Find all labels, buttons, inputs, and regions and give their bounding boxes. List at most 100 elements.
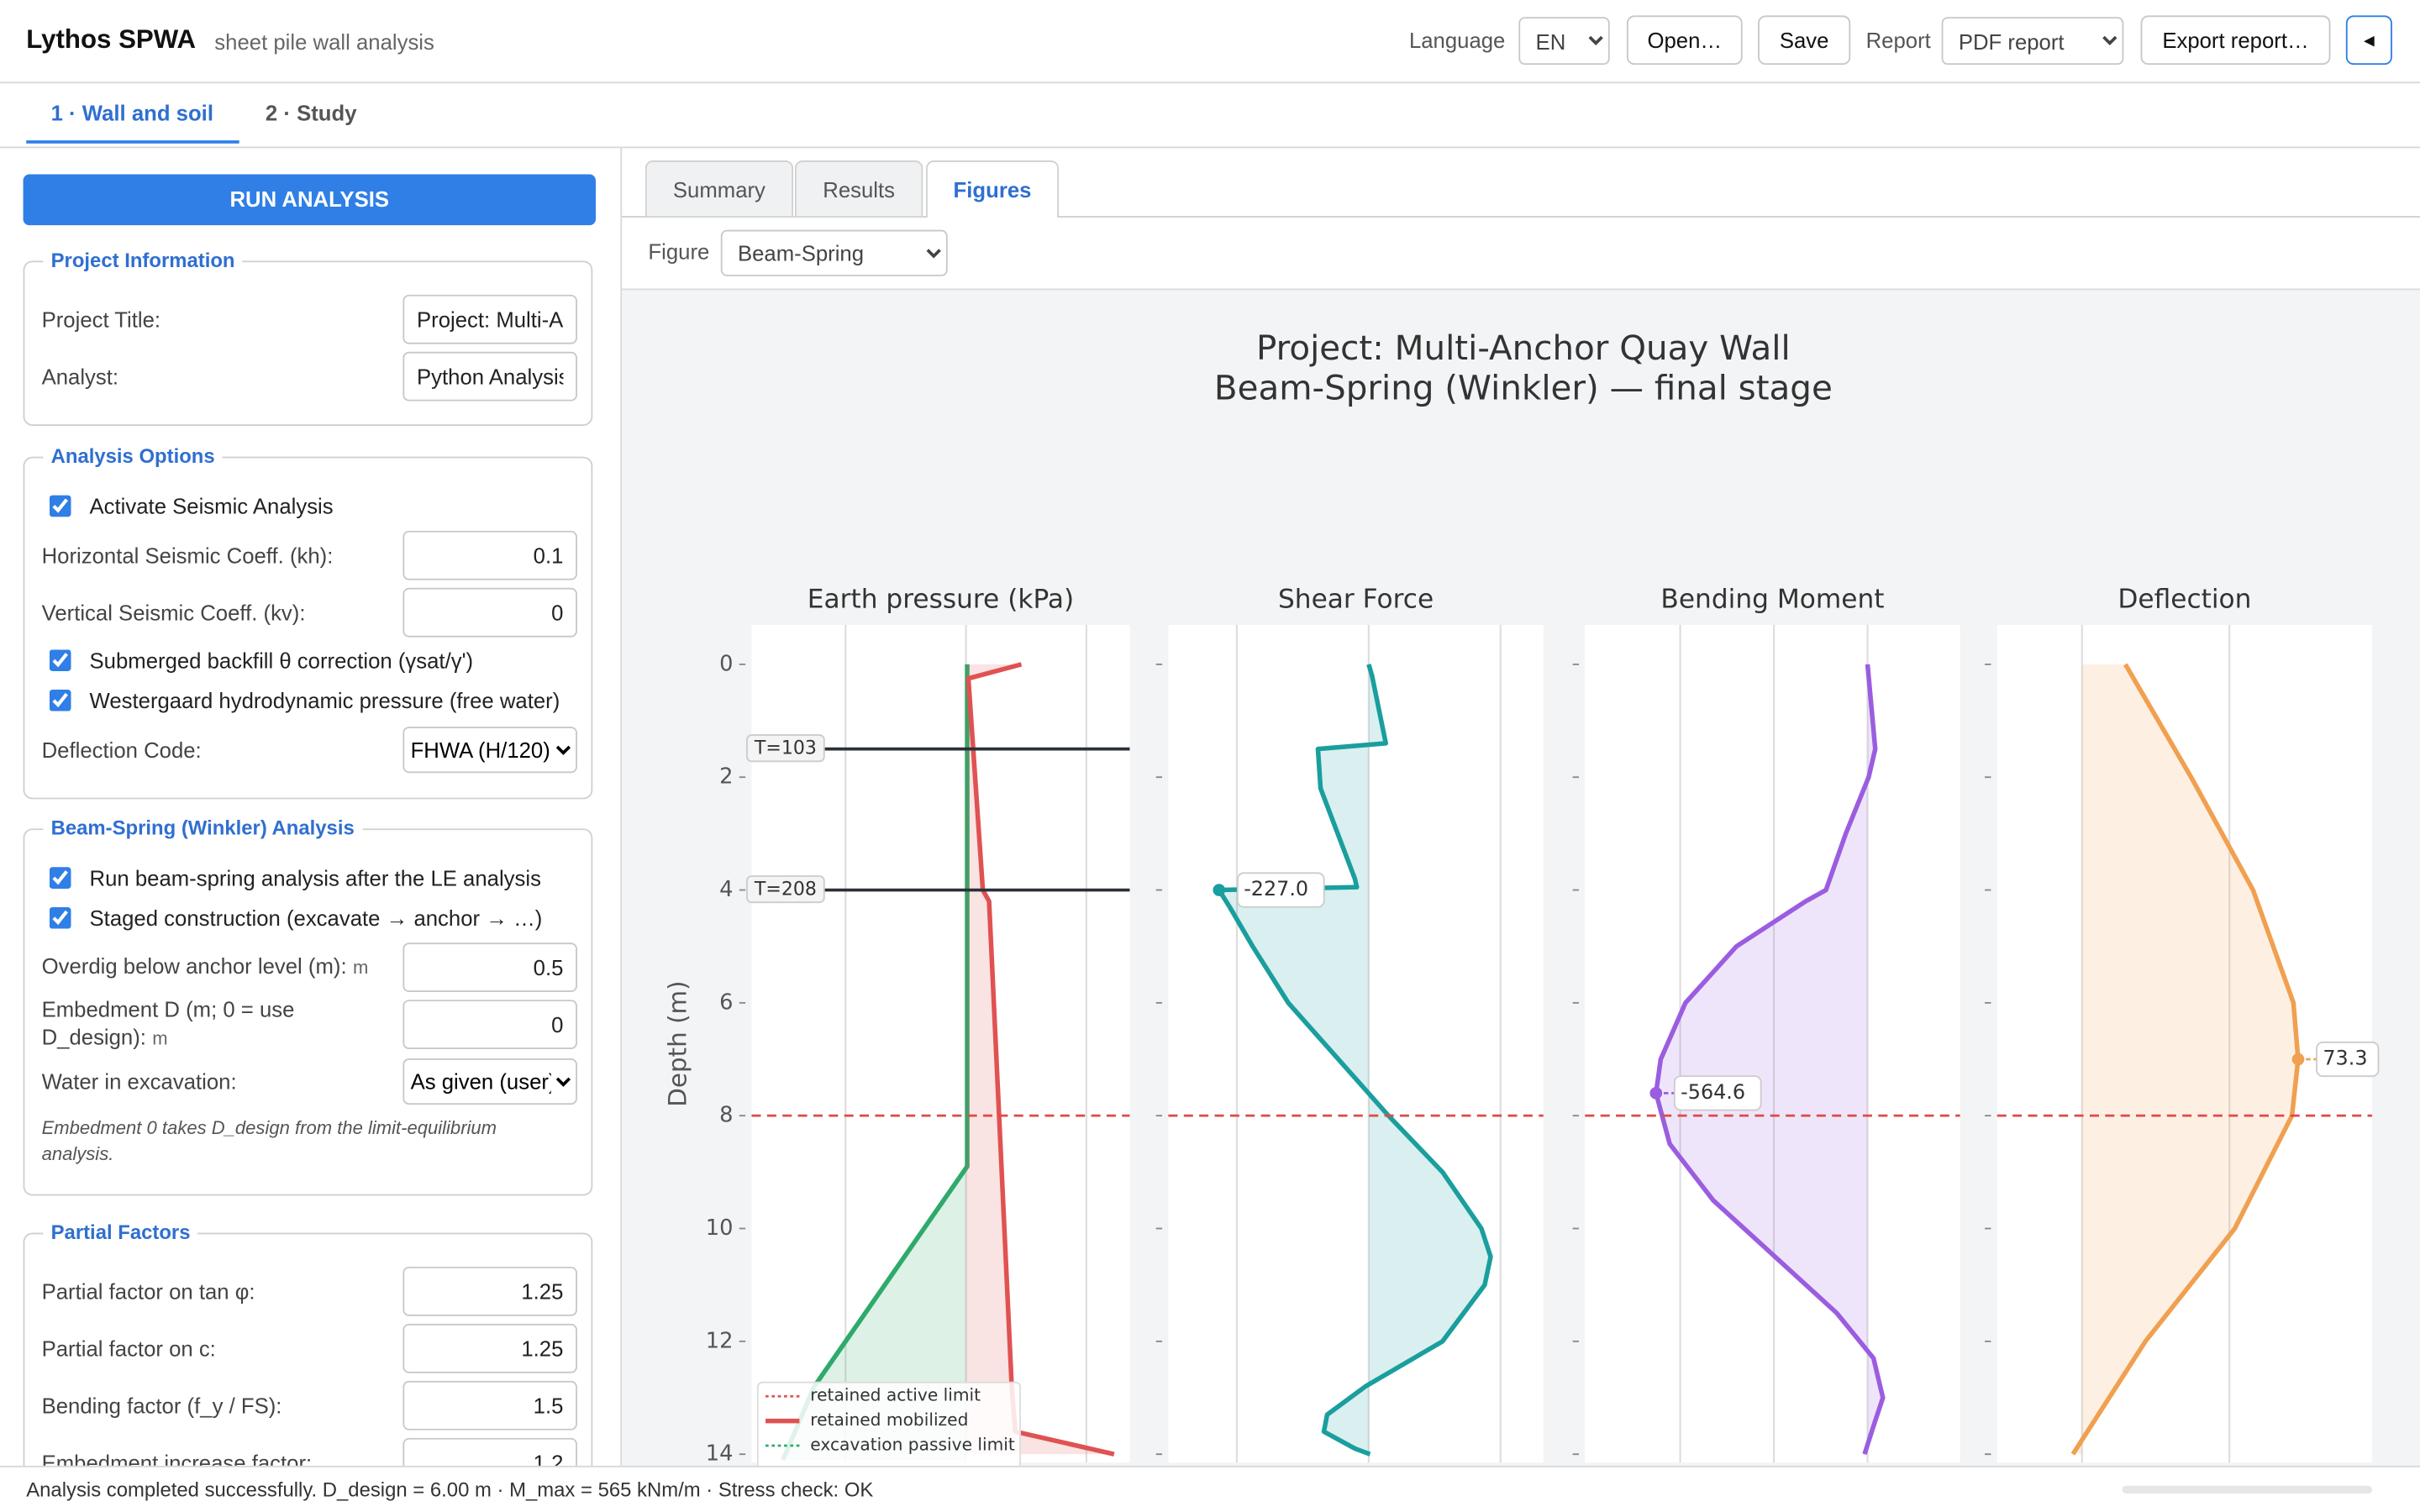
y-tick-label: 14	[706, 1441, 734, 1466]
area	[965, 664, 1114, 1455]
note: Embedment 0 takes D_design from the limi…	[41, 1116, 497, 1165]
run-button[interactable]: RUN ANALYSIS	[23, 174, 596, 226]
field-label-text: Vertical Seismic Coeff. (kv):	[41, 599, 306, 624]
collapse-button[interactable]: ◀	[2345, 15, 2392, 66]
field-select[interactable]: FHWA (H/120)	[402, 726, 577, 773]
figure-title: Beam-Spring (Winkler) — final stage	[1214, 368, 1833, 408]
checkbox-row: Activate Seismic Analysis	[24, 486, 591, 527]
panel-background	[1585, 624, 1960, 1463]
checkbox[interactable]	[49, 867, 71, 889]
y-tick-label: 2	[719, 764, 733, 790]
tab-underline	[26, 140, 239, 144]
field-input[interactable]	[402, 999, 577, 1049]
annotation-box	[1673, 1075, 1762, 1111]
tab[interactable]: 2 · Study	[265, 100, 357, 125]
plot-area	[1217, 664, 1493, 1457]
panel-title: Shear Force	[1278, 584, 1434, 614]
field-select[interactable]: As given (user)	[402, 1058, 577, 1105]
save-button[interactable]: Save	[1758, 15, 1851, 66]
y-tick-label: 12	[706, 1328, 734, 1353]
checkbox[interactable]	[49, 907, 71, 929]
field-row: Analyst:	[24, 347, 591, 404]
panel-background	[751, 624, 1130, 1463]
annotation-point	[1649, 1086, 1663, 1100]
field-row: Embedment increase factor:	[24, 1433, 591, 1466]
export-button[interactable]: Export report…	[2140, 15, 2331, 66]
field-input[interactable]	[402, 942, 577, 992]
anchor-label-box	[746, 734, 825, 763]
panel-background	[1168, 624, 1544, 1463]
y-tick-label: 0	[719, 651, 733, 676]
checkbox-label: Submerged backfill θ correction (γsat/γ'…	[89, 648, 474, 673]
checkbox[interactable]	[49, 495, 71, 517]
field-unit: m	[152, 1027, 168, 1049]
checkbox-row: Westergaard hydrodynamic pressure (free …	[24, 680, 591, 721]
tab[interactable]: 1 · Wall and soil	[50, 100, 213, 125]
result-tab[interactable]: Results	[794, 160, 923, 217]
field-label-text: Deflection Code:	[41, 737, 202, 762]
y-axis-label: Depth (m)	[664, 980, 692, 1106]
app-title: Lythos SPWA	[26, 24, 197, 55]
checkbox[interactable]	[49, 690, 71, 711]
field-input[interactable]	[402, 586, 577, 637]
field-label: Analyst:	[42, 362, 575, 390]
field-input[interactable]	[402, 293, 577, 344]
legend-label: retained active limit	[810, 1385, 981, 1405]
fieldset-legend: Analysis Options	[43, 444, 223, 468]
field-label: Overdig below anchor level (m): m	[42, 952, 575, 981]
area	[1218, 664, 1491, 1455]
field-input[interactable]	[402, 1266, 577, 1315]
field-row: Overdig below anchor level (m): m	[24, 938, 591, 995]
field-label-text: Analyst:	[41, 363, 119, 388]
legend-box	[756, 1381, 1021, 1466]
note-row: Embedment 0 takes D_design from the limi…	[24, 1110, 591, 1174]
fieldset: Project Information Project Title: Analyst…	[23, 248, 593, 426]
checkbox-label: Staged construction (excavate → anchor →…	[89, 906, 543, 931]
field-label-text: Project Title:	[41, 306, 161, 331]
field-input[interactable]	[402, 1323, 577, 1373]
field-label: Deflection Code:	[42, 735, 575, 763]
fieldset: Beam-Spring (Winkler) Analysis Run beam-s…	[23, 816, 593, 1196]
fieldset-legend: Partial Factors	[43, 1220, 198, 1244]
field-input[interactable]	[402, 529, 577, 580]
status-text: Analysis completed successfully. D_desig…	[26, 1478, 874, 1502]
line	[1217, 664, 1493, 1457]
annotation-label: 73.3	[2323, 1047, 2367, 1070]
status-bar: Analysis completed successfully. D_desig…	[0, 1465, 2420, 1512]
field-label: Embedment increase factor:	[42, 1448, 575, 1466]
field-row: Bending factor (f_y / FS):	[24, 1376, 591, 1433]
checkbox-label: Run beam-spring analysis after the LE an…	[89, 865, 541, 890]
annotation-point	[2291, 1053, 2305, 1066]
field-input[interactable]	[402, 1379, 577, 1430]
field-row: Horizontal Seismic Coeff. (kh):	[24, 526, 591, 583]
field-row: Deflection Code: FHWA (H/120)	[24, 721, 591, 778]
figure-select[interactable]: Beam-Spring	[720, 229, 948, 276]
open-button[interactable]: Open…	[1626, 15, 1743, 66]
result-tab[interactable]: Summary	[644, 160, 794, 217]
field-label-text: Partial factor on c:	[41, 1335, 216, 1361]
field-input[interactable]	[402, 1436, 577, 1466]
area	[2072, 664, 2298, 1455]
fieldset-legend: Project Information	[43, 248, 243, 272]
field-label-text: Bending factor (f_y / FS):	[41, 1392, 282, 1418]
checkbox-label: Activate Seismic Analysis	[89, 493, 334, 519]
panel-title: Earth pressure (kPa)	[808, 584, 1074, 614]
header: Lythos SPWA sheet pile wall analysis Lan…	[0, 0, 2420, 84]
area	[782, 664, 968, 1460]
report-select[interactable]: PDF report	[1941, 17, 2124, 66]
field-input[interactable]	[402, 350, 577, 401]
language-label: Language	[1408, 28, 1506, 53]
field-label: Partial factor on tan φ:	[42, 1277, 575, 1305]
field-label-text: Embedment increase factor:	[41, 1449, 313, 1466]
anchor-label: T=103	[754, 738, 817, 759]
y-tick-label: 8	[719, 1103, 733, 1128]
scrollbar	[2122, 1485, 2373, 1494]
anchor-label: T=208	[754, 879, 817, 900]
panel-title: Deflection	[2118, 584, 2251, 614]
language-select[interactable]: EN	[1518, 17, 1610, 66]
report-label: Report	[1865, 28, 1931, 53]
result-tab[interactable]: Figures	[926, 160, 1059, 218]
checkbox[interactable]	[49, 649, 71, 671]
